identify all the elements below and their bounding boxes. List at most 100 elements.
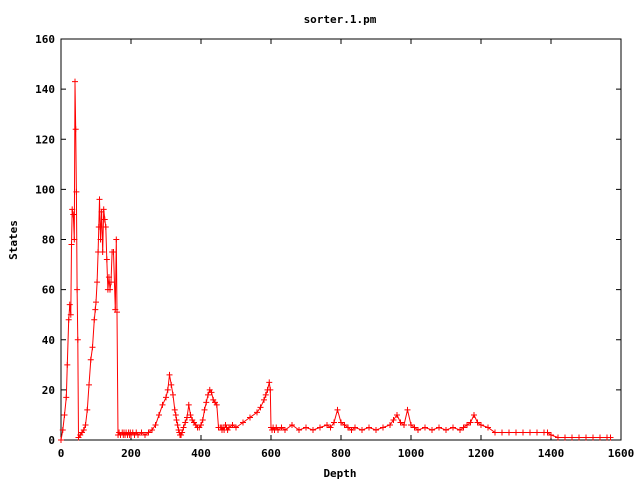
data-point [107, 286, 113, 293]
data-point [224, 426, 231, 433]
data-point [179, 429, 186, 436]
y-tick-label: 100 [35, 183, 55, 196]
data-point [99, 249, 106, 256]
y-axis-label: States [7, 220, 20, 260]
series-line [60, 81, 611, 441]
y-tick-label: 20 [42, 384, 55, 397]
data-point [397, 419, 404, 426]
data-point [254, 409, 260, 416]
data-point [58, 437, 64, 443]
data-point [499, 429, 505, 436]
data-point [478, 421, 484, 428]
data-point [266, 379, 273, 386]
x-tick-label: 400 [191, 447, 211, 460]
y-tick-label: 80 [42, 234, 55, 247]
data-point [74, 286, 81, 293]
data-point [247, 414, 253, 421]
data-point [366, 424, 372, 431]
data-point [267, 386, 274, 393]
data-point [296, 426, 302, 433]
y-tick-labels: 0 20 40 60 80 100 120 140 160 [35, 33, 55, 447]
data-point [163, 394, 169, 401]
data-point [72, 126, 79, 133]
data-point [555, 434, 561, 441]
data-point [387, 421, 393, 428]
x-tick-label: 1200 [468, 447, 495, 460]
data-point [102, 223, 109, 230]
y-tick-label: 40 [42, 334, 55, 347]
data-point [105, 274, 112, 281]
data-point [201, 406, 208, 413]
x-tick-labels: 0 200 400 600 800 1000 1200 1400 1600 [58, 447, 635, 460]
x-tick-label: 200 [121, 447, 141, 460]
data-point [138, 429, 145, 436]
data-point [97, 236, 104, 243]
data-point [233, 424, 239, 431]
data-point [394, 411, 400, 418]
data-point [467, 419, 474, 426]
data-point [289, 421, 295, 428]
data-point [100, 206, 107, 213]
data-point [74, 336, 81, 343]
data-point [278, 424, 285, 431]
axis-ticks [60, 38, 622, 441]
data-point [86, 381, 92, 388]
data-point [92, 306, 99, 313]
x-tick-label: 1400 [538, 447, 565, 460]
data-point [152, 421, 159, 428]
data-point [450, 424, 456, 431]
data-point [457, 426, 463, 433]
data-point [520, 429, 526, 436]
data-point [68, 241, 75, 248]
x-tick-label: 800 [331, 447, 351, 460]
data-point [460, 424, 467, 431]
data-point [569, 434, 575, 441]
data-point [208, 389, 215, 396]
y-tick-label: 160 [35, 33, 55, 46]
data-point [205, 391, 211, 398]
x-tick-label: 0 [58, 447, 65, 460]
data-point [390, 416, 397, 423]
data-point [89, 344, 96, 351]
x-tick-label: 1000 [398, 447, 425, 460]
data-point [101, 216, 108, 223]
y-tick-label: 140 [35, 83, 55, 96]
data-point [174, 421, 181, 428]
data-point [63, 394, 70, 401]
data-point [84, 406, 91, 413]
data-point [203, 399, 210, 406]
data-point [590, 434, 596, 441]
data-point [156, 411, 162, 418]
data-point [317, 424, 323, 431]
data-point [443, 426, 449, 433]
data-point [95, 223, 102, 230]
x-tick-label: 600 [261, 447, 281, 460]
data-point [334, 406, 341, 413]
data-point [71, 236, 78, 243]
data-point [73, 188, 80, 195]
data-point [61, 411, 68, 418]
data-point [164, 386, 171, 393]
data-point [187, 411, 194, 418]
y-tick-label: 60 [42, 284, 55, 297]
data-point [103, 256, 110, 263]
data-point [262, 391, 269, 398]
data-point [59, 426, 66, 433]
data-point [583, 434, 589, 441]
data-point [352, 424, 358, 431]
data-point [64, 361, 71, 368]
y-tick-label: 120 [35, 133, 55, 146]
data-point [429, 426, 435, 433]
data-point [159, 401, 166, 408]
data-point [597, 434, 603, 441]
data-point [348, 426, 355, 433]
data-point [401, 421, 407, 428]
data-point [411, 424, 418, 431]
x-axis-label: Depth [323, 467, 356, 480]
data-point [66, 301, 73, 308]
data-point [261, 396, 267, 403]
data-point [113, 236, 120, 243]
data-point [80, 426, 87, 433]
data-point [464, 421, 470, 428]
data-point [544, 429, 551, 436]
